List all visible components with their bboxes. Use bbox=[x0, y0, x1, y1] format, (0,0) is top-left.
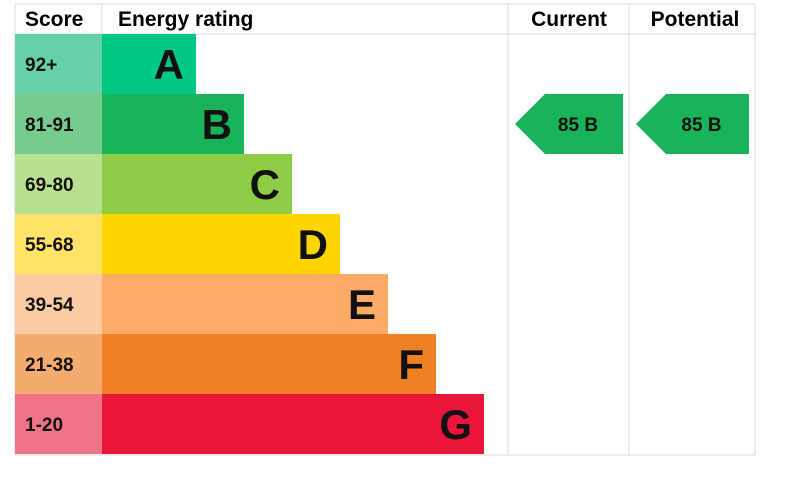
band-letter-c: C bbox=[250, 161, 280, 208]
header-score: Score bbox=[25, 8, 83, 31]
score-cell-d bbox=[15, 214, 102, 274]
band-letter-g: G bbox=[439, 401, 472, 448]
score-cell-e bbox=[15, 274, 102, 334]
band-bar-e bbox=[102, 274, 388, 334]
score-label-g: 1-20 bbox=[25, 415, 63, 436]
band-letter-e: E bbox=[348, 281, 376, 328]
band-letter-d: D bbox=[298, 221, 328, 268]
score-cell-a bbox=[15, 34, 102, 94]
rating-indicators: 85 B 85 B bbox=[515, 94, 749, 154]
band-letter-a: A bbox=[154, 41, 184, 88]
potential-rating-arrow bbox=[636, 94, 749, 154]
score-label-e: 39-54 bbox=[25, 295, 74, 316]
score-label-c: 69-80 bbox=[25, 175, 74, 196]
score-label-a: 92+ bbox=[25, 55, 57, 76]
potential-rating-label: 85 B bbox=[681, 115, 721, 136]
band-letter-b: B bbox=[202, 101, 232, 148]
header-current: Current bbox=[531, 8, 607, 31]
score-label-b: 81-91 bbox=[25, 115, 74, 136]
header-potential: Potential bbox=[651, 8, 740, 31]
band-bar-b bbox=[102, 94, 244, 154]
score-cell-b bbox=[15, 94, 102, 154]
header-energy-rating: Energy rating bbox=[118, 8, 253, 31]
band-bar-a bbox=[102, 34, 196, 94]
score-label-d: 55-68 bbox=[25, 235, 74, 256]
band-bar-g bbox=[102, 394, 484, 454]
band-bar-f bbox=[102, 334, 436, 394]
score-cell-g bbox=[15, 394, 102, 454]
band-bar-c bbox=[102, 154, 292, 214]
band-bar-d bbox=[102, 214, 340, 274]
rating-bands: 92+ A 81-91 B 69-80 C 55-68 D 39-54 E 21-38 F 1-20 G bbox=[15, 34, 484, 454]
current-rating-arrow bbox=[515, 94, 623, 154]
score-cell-f bbox=[15, 334, 102, 394]
score-cell-c bbox=[15, 154, 102, 214]
band-letter-f: F bbox=[398, 341, 424, 388]
current-rating-label: 85 B bbox=[558, 115, 598, 136]
score-label-f: 21-38 bbox=[25, 355, 74, 376]
